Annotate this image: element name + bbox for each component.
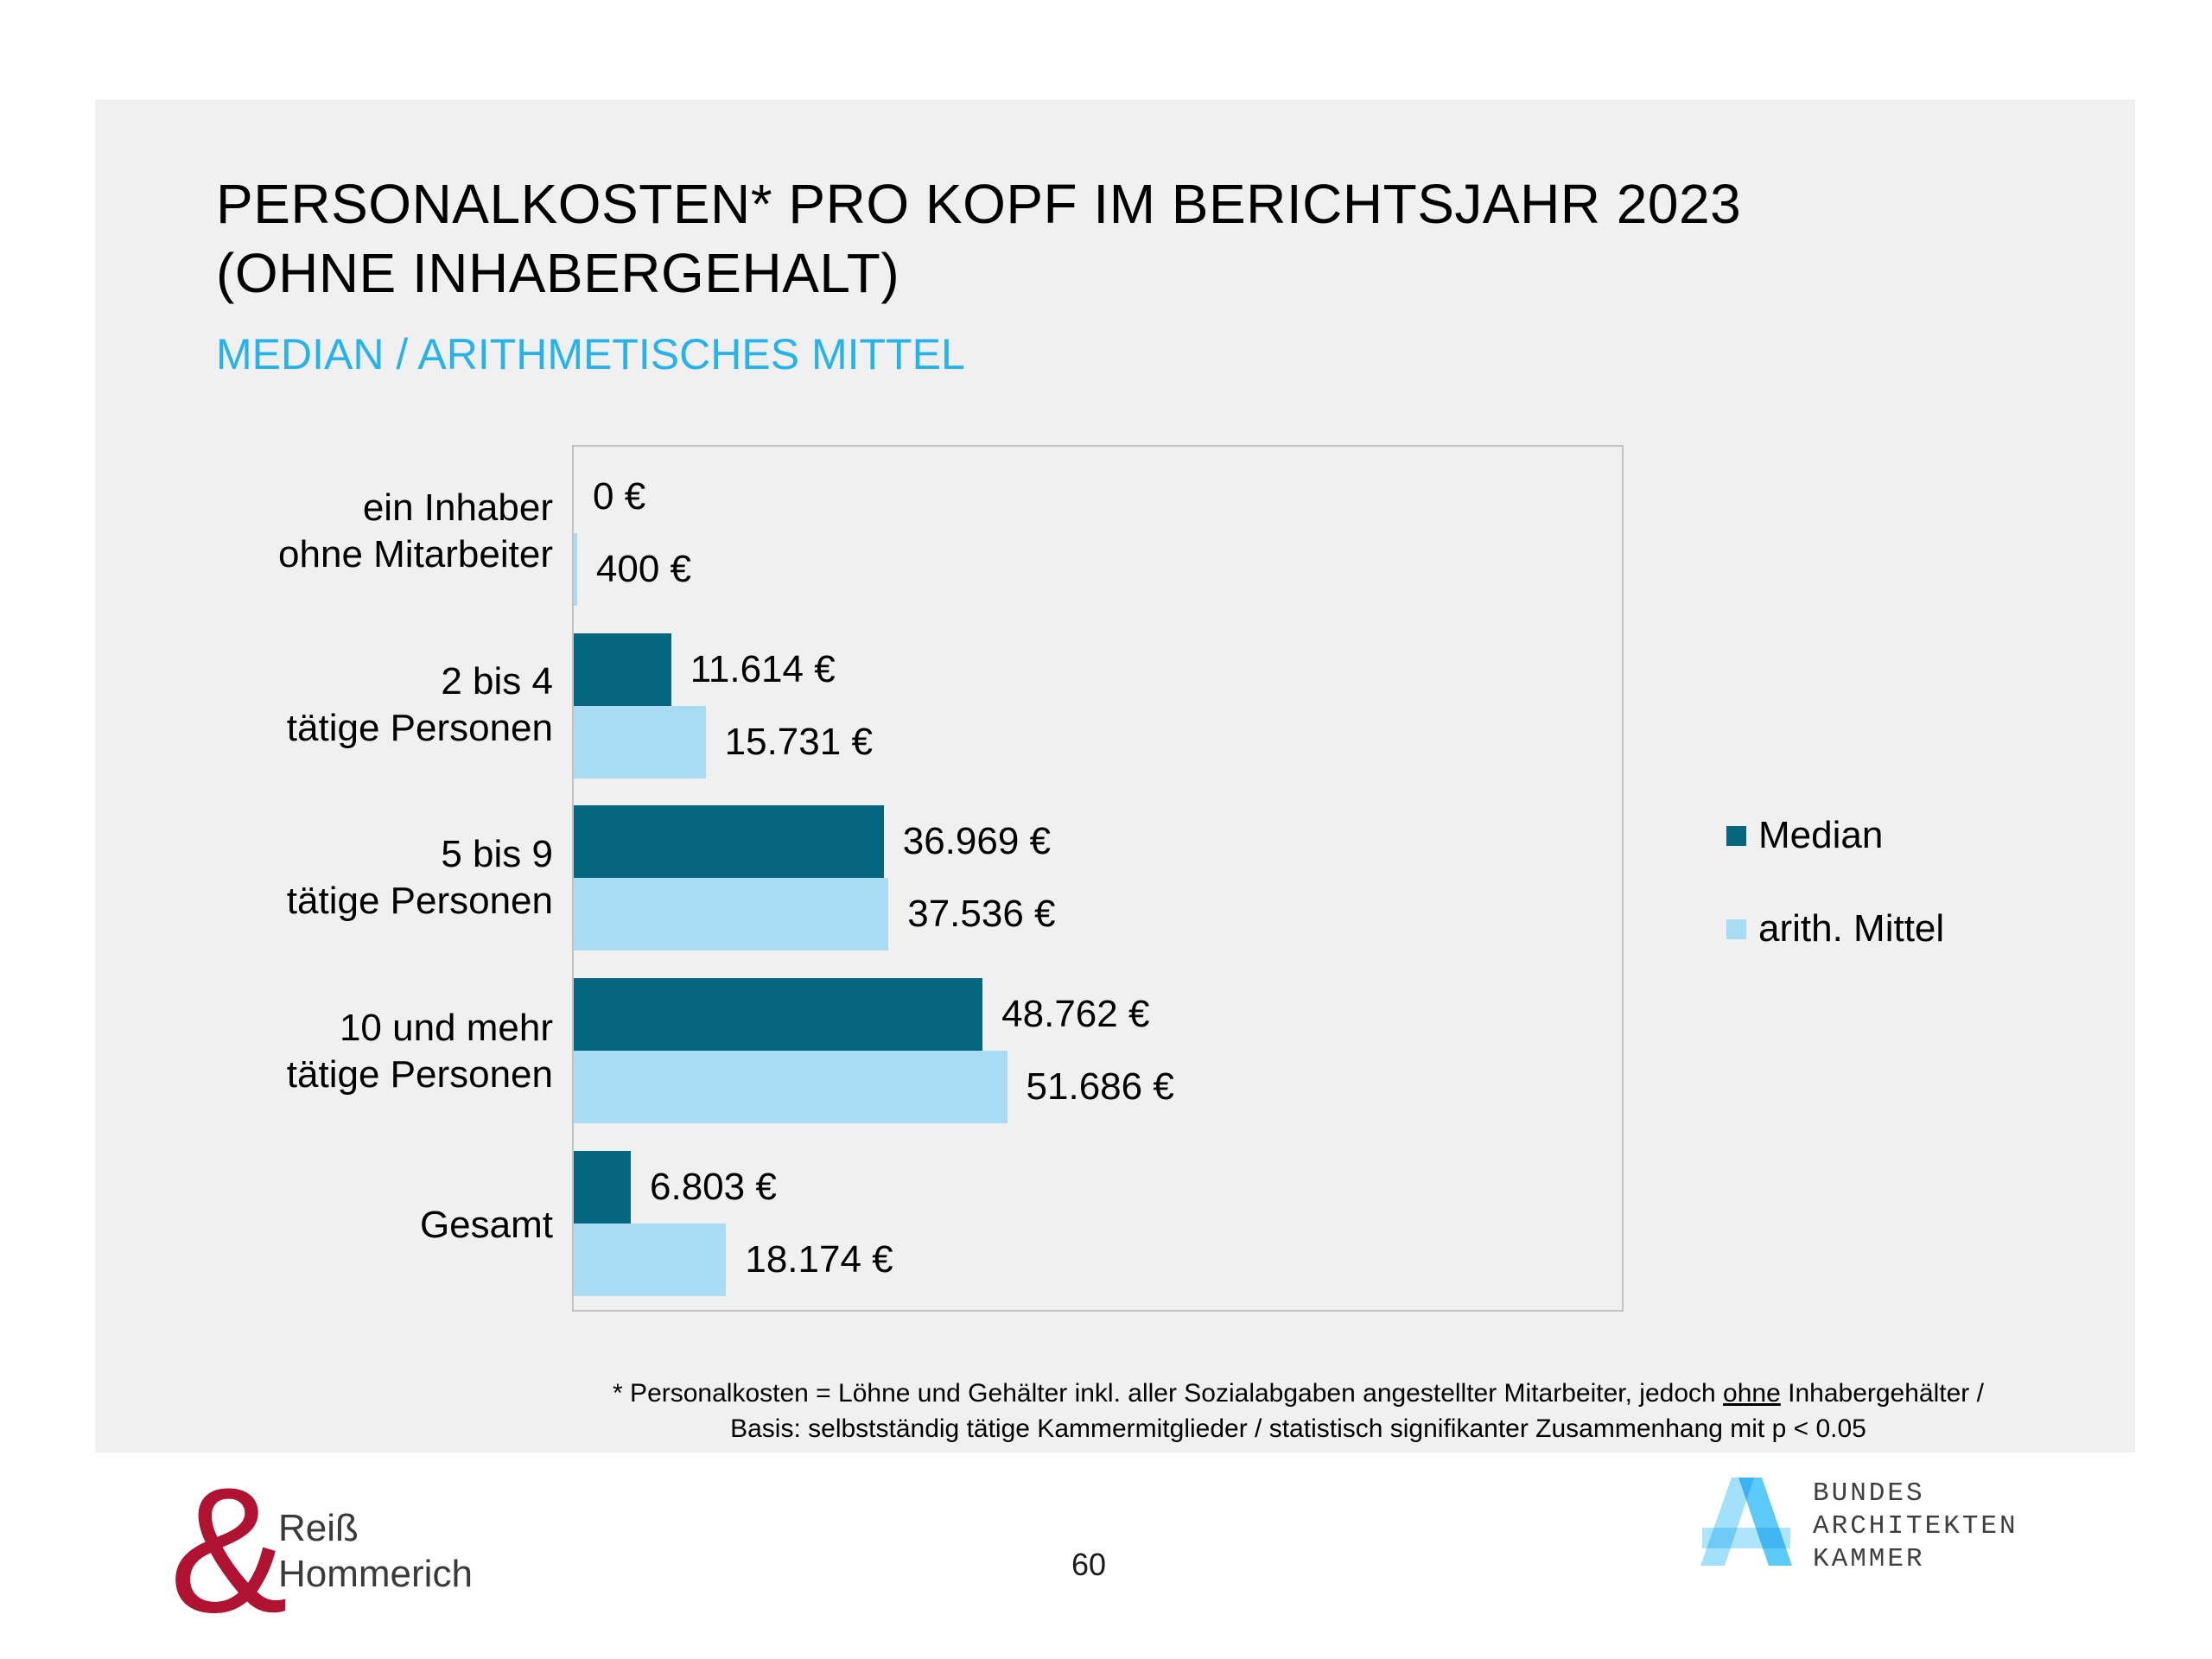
category-label: Gesamt <box>419 1203 553 1246</box>
bar-row: 48.762 € <box>574 978 1622 1052</box>
bar-value-label: 0 € <box>593 474 646 518</box>
bar-group: 48.762 € 51.686 € <box>574 964 1622 1137</box>
bar-row: 36.969 € <box>574 805 1622 879</box>
bar-row: 6.803 € <box>574 1151 1622 1224</box>
mittel-bar <box>574 705 706 779</box>
category-label: 10 und mehr tätige Personen <box>286 1007 553 1096</box>
bar-row: 11.614 € <box>574 632 1622 706</box>
bar-value-label: 36.969 € <box>902 820 1052 863</box>
bundesarchitektenkammer-logo: BUNDES ARCHITEKTEN KAMMER <box>1700 1478 2018 1576</box>
median-bar <box>574 1151 632 1224</box>
footnote-underlined-word: ohne <box>1723 1379 1781 1408</box>
bar-value-label: 15.731 € <box>724 720 873 763</box>
chart-plot-area: 0 € 400 € 11.614 € 15.731 € 36.969 € 37.536 €… <box>572 445 1624 1312</box>
median-bar <box>574 632 671 706</box>
mittel-bar <box>574 1224 727 1297</box>
bar-group: 11.614 € 15.731 € <box>574 620 1622 792</box>
bar-value-label: 11.614 € <box>690 647 836 690</box>
slide-title: PERSONALKOSTEN* PRO KOPF IM BERICHTSJAHR… <box>216 173 1742 304</box>
page-number: 60 <box>1071 1547 1107 1582</box>
bar-row: 18.174 € <box>574 1224 1622 1297</box>
category-label: 5 bis 9 tätige Personen <box>286 833 553 923</box>
bar-group: 0 € 400 € <box>574 447 1622 620</box>
bak-a-icon <box>1700 1478 1792 1566</box>
slide-subtitle: MEDIAN / ARITHMETISCHES MITTEL <box>216 330 965 378</box>
bak-wordmark: BUNDES ARCHITEKTEN KAMMER <box>1813 1478 2018 1574</box>
reiss-hommerich-wordmark: Reiß Hommerich <box>278 1507 473 1595</box>
median-bar <box>574 805 884 879</box>
footnote-line1-post: Inhabergehälter / <box>1780 1379 1984 1408</box>
footnote: * Personalkosten = Löhne und Gehälter in… <box>467 1376 2130 1446</box>
median-swatch-icon <box>1726 825 1746 846</box>
category-label: ein Inhaber ohne Mitarbeiter <box>278 486 553 576</box>
reiss-hommerich-ampersand-logo: & <box>169 1451 289 1649</box>
legend-item-mittel: arith. Mittel <box>1726 907 1944 950</box>
chart-category-labels: ein Inhaber ohne Mitarbeiter 2 bis 4 tätige… <box>104 445 553 1312</box>
legend-label-mittel: arith. Mittel <box>1758 907 1945 950</box>
bar-value-label: 6.803 € <box>650 1166 777 1209</box>
median-bar <box>574 978 983 1052</box>
legend-item-median: Median <box>1726 814 1944 857</box>
bar-value-label: 51.686 € <box>1026 1065 1174 1109</box>
bar-row: 15.731 € <box>574 705 1622 779</box>
category-label: 2 bis 4 tätige Personen <box>286 659 553 749</box>
bar-value-label: 48.762 € <box>1001 993 1150 1036</box>
bar-row: 37.536 € <box>574 878 1622 951</box>
chart-legend: Median arith. Mittel <box>1726 814 1944 1001</box>
bar-group: 6.803 € 18.174 € <box>574 1137 1622 1310</box>
bar-group: 36.969 € 37.536 € <box>574 792 1622 965</box>
bar-row: 400 € <box>574 532 1622 606</box>
footnote-line1-pre: * Personalkosten = Löhne und Gehälter in… <box>613 1379 1724 1408</box>
mittel-bar <box>574 1051 1007 1124</box>
chart-bar-groups: 0 € 400 € 11.614 € 15.731 € 36.969 € 37.536 €… <box>574 447 1622 1310</box>
bar-value-label: 18.174 € <box>745 1238 893 1281</box>
mittel-swatch-icon <box>1726 918 1746 939</box>
bar-row: 0 € <box>574 461 1622 533</box>
mittel-bar <box>574 878 889 951</box>
footnote-line2: Basis: selbstständig tätige Kammermitgli… <box>730 1414 1866 1443</box>
slide-panel <box>95 99 2135 1452</box>
legend-label-median: Median <box>1758 814 1884 856</box>
bar-row: 51.686 € <box>574 1051 1622 1124</box>
bar-value-label: 37.536 € <box>907 893 1056 936</box>
bar-value-label: 400 € <box>595 547 691 590</box>
mittel-bar <box>574 532 577 606</box>
